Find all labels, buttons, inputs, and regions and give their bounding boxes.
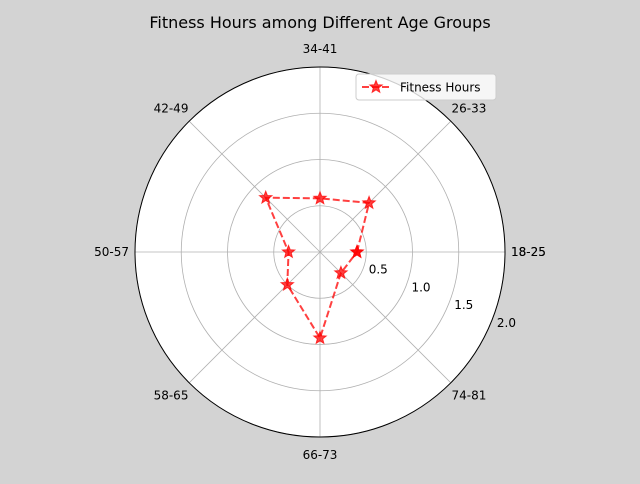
polar-grid <box>134 66 506 438</box>
category-label: 74-81 <box>452 389 487 403</box>
category-label: 18-25 <box>511 245 546 259</box>
grid-spoke <box>188 120 321 253</box>
data-point <box>333 265 349 280</box>
series-layer <box>258 189 377 345</box>
radial-tick-label: 1.5 <box>454 298 473 312</box>
legend-label: Fitness Hours <box>400 81 481 95</box>
category-label: 26-33 <box>452 101 487 115</box>
legend-box <box>355 73 497 101</box>
data-point <box>279 276 295 292</box>
radial-tick-label: 2.0 <box>497 316 516 330</box>
radial-tick-label: 1.0 <box>411 280 430 294</box>
category-labels: 18-25 26-33 34-41 42-49 50-57 58-65 66-73 74-81… <box>94 42 546 462</box>
legend: Fitness Hours <box>355 73 497 101</box>
category-label: 18-25 <box>511 245 546 259</box>
category-label: 50-57 <box>94 245 129 259</box>
grid-spoke <box>319 120 452 253</box>
legend-star-marker <box>368 79 384 94</box>
category-label: 58-65 <box>154 389 189 403</box>
data-point <box>349 244 365 259</box>
chart-title: Fitness Hours among Different Age Groups <box>149 13 490 32</box>
data-point <box>312 190 328 205</box>
data-point <box>258 189 274 205</box>
radial-tick-label: 0.5 <box>369 263 388 277</box>
category-label: 34-41 <box>303 42 338 56</box>
category-label: 42-49 <box>154 101 189 115</box>
data-point <box>361 195 377 210</box>
grid-spoke <box>188 251 321 384</box>
data-point <box>281 244 297 259</box>
data-point <box>312 330 328 345</box>
radial-tick-labels: 0.5 1.0 1.5 2.0 <box>369 263 516 330</box>
polar-axes-border <box>134 66 506 438</box>
category-label: 66-73 <box>303 448 338 462</box>
legend-marker <box>368 79 384 94</box>
